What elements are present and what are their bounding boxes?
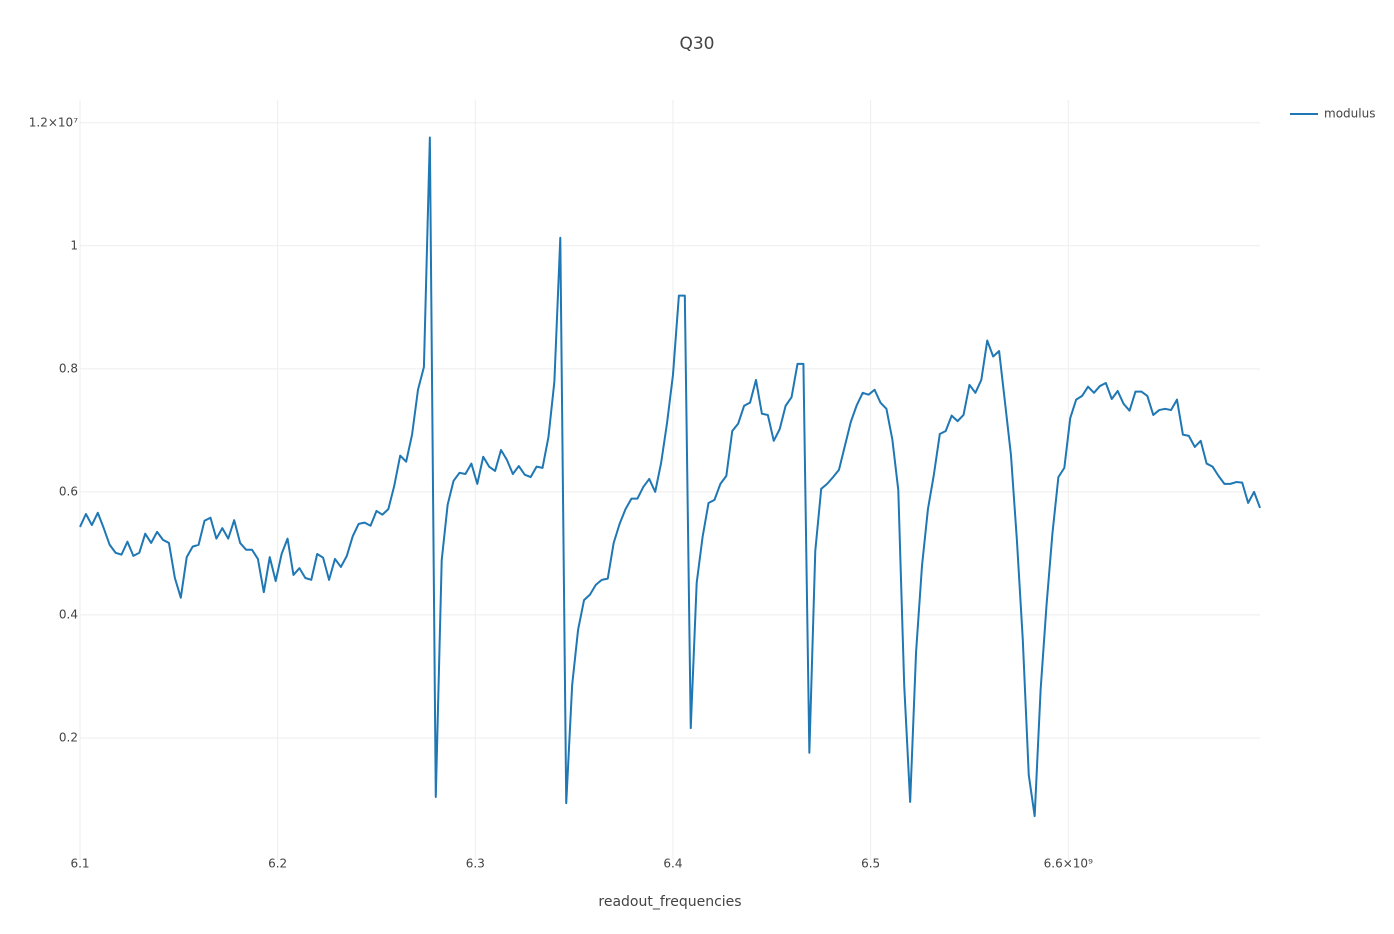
y-tick-label: 0.2: [59, 730, 78, 744]
y-tick-label: 0.4: [59, 607, 78, 621]
y-tick-label: 1: [70, 238, 78, 252]
x-tick-label: 6.3: [466, 857, 485, 871]
x-tick-label: 6.5: [861, 857, 880, 871]
y-tick-label: 0.8: [59, 361, 78, 375]
x-tick-label: 6.2: [268, 857, 287, 871]
x-tick-label: 6.4: [663, 857, 682, 871]
chart-title: Q30: [679, 34, 714, 54]
y-tick-label: 0.6: [59, 484, 78, 498]
data-line: [79, 136, 1261, 818]
x-tick-label: 6.6×10⁹: [1044, 857, 1093, 871]
x-tick-label: 6.1: [70, 857, 89, 871]
y-tick-label: 1.2×10⁷: [29, 115, 78, 129]
x-axis-label: readout_frequencies: [598, 894, 741, 910]
legend-label: modulus: [1324, 107, 1375, 121]
